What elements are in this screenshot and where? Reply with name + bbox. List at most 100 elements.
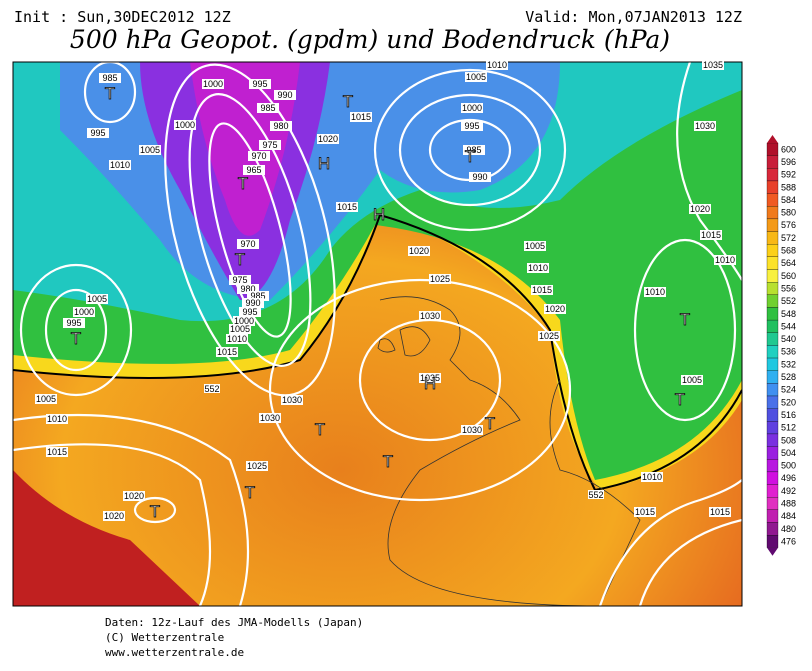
isobar-label: 1010 [227, 334, 247, 344]
isobar-label: 1020 [545, 304, 565, 314]
colorbar-swatch [766, 446, 779, 460]
isobar-label-bg [544, 304, 566, 314]
colorbar-label: 584 [781, 195, 796, 205]
isobar-label: 1005 [230, 324, 250, 334]
colorbar-label: 484 [781, 511, 796, 521]
isobar-label-bg [249, 79, 271, 89]
isobar-label-bg [419, 373, 441, 383]
isobar-label-bg [63, 318, 85, 328]
isobar-label-bg [461, 425, 483, 435]
isobar-label: 990 [277, 90, 292, 100]
pressure-center: H [373, 205, 385, 224]
isobar-label: 1030 [695, 121, 715, 131]
isobar-label-bg [233, 316, 255, 326]
isobar-label: 1015 [710, 507, 730, 517]
isobar-label-bg [243, 165, 265, 175]
footer-line: Daten: 12z-Lauf des JMA-Modells (Japan) [105, 616, 363, 629]
pressure-center: T [465, 147, 475, 166]
isobar-label-bg [486, 60, 508, 70]
pressure-center: T [150, 502, 160, 521]
colorbar-cap [767, 547, 778, 556]
isobar-label: 1000 [462, 103, 482, 113]
isobar-label-bg [270, 121, 292, 131]
map-title: 500 hPa Geopot. (gpdm) und Bodendruck (h… [70, 25, 670, 54]
colorbar-swatch [766, 433, 779, 447]
pressure-center: T [105, 84, 115, 103]
colorbar-swatch [766, 357, 779, 371]
isobar-label-bg [123, 491, 145, 501]
colorbar-label: 544 [781, 321, 796, 331]
isobar-label-bg [644, 287, 666, 297]
isobar-label-bg [73, 307, 95, 317]
isobar-label: 1000 [234, 316, 254, 326]
isobar-label-bg [461, 121, 483, 131]
colorbar-swatch [766, 497, 779, 511]
isobar-label: 1025 [247, 461, 267, 471]
colorbar-swatch [766, 459, 779, 473]
colorbar-swatch [766, 168, 779, 182]
isobar-label-bg [103, 511, 125, 521]
isobar-label-bg [700, 230, 722, 240]
colorbar-label: 504 [781, 448, 796, 458]
isobar-label-bg [429, 274, 451, 284]
isobar-label-bg [109, 160, 131, 170]
colorbar-swatch [766, 395, 779, 409]
isobar-label: 1005 [525, 241, 545, 251]
colorbar-label: 588 [781, 182, 796, 192]
isobar-label-bg [531, 285, 553, 295]
colorbar-label: 576 [781, 220, 796, 230]
pressure-center: T [235, 250, 245, 269]
isobar-label: 1025 [430, 274, 450, 284]
colorbar-swatch [766, 408, 779, 422]
isobar-label: 995 [90, 128, 105, 138]
colorbar-swatch [766, 269, 779, 283]
isobar-label: 990 [245, 298, 260, 308]
isobar-label: 1020 [104, 511, 124, 521]
isobar-label-bg [46, 414, 68, 424]
colorbar-label: 512 [781, 423, 796, 433]
isobar-label-bg [239, 307, 261, 317]
colorbar-swatch [766, 509, 779, 523]
isobar-label: 1005 [36, 394, 56, 404]
isobar-label: 985 [102, 73, 117, 83]
footer-line: www.wetterzentrale.de [105, 646, 244, 659]
isobar-label: 1015 [351, 112, 371, 122]
colorbar-swatch [766, 421, 779, 435]
colorbar-swatch [766, 522, 779, 536]
isobar-label-bg [202, 79, 224, 89]
colorbar-swatch [766, 471, 779, 485]
isobar-label: 995 [242, 307, 257, 317]
colorbar-cap [767, 135, 778, 143]
isobar-label: 1020 [409, 246, 429, 256]
isobar-label: 1030 [420, 311, 440, 321]
pressure-center: T [343, 92, 353, 111]
isobar-label-bg [248, 151, 270, 161]
pressure-center: T [315, 420, 325, 439]
isobar-label-bg [247, 291, 269, 301]
isobar-label: 1020 [124, 491, 144, 501]
colorbar: 600 596 592 588 584 580 576 572 568 564 560 556 552 5… [766, 135, 796, 556]
colorbar-label: 552 [781, 296, 796, 306]
isobar-label: 985 [466, 145, 481, 155]
valid-time: Valid: Mon,07JAN2013 12Z [525, 8, 742, 26]
pressure-center: T [675, 390, 685, 409]
geopotential-label: 552 [588, 490, 603, 500]
isobar-label-bg [246, 461, 268, 471]
geopotential-label-bg [204, 384, 220, 393]
isobar-label: 1010 [47, 414, 67, 424]
colorbar-swatch [766, 193, 779, 207]
isobar-label-bg [216, 347, 238, 357]
isobar-label: 1005 [87, 294, 107, 304]
isobar-label: 975 [262, 140, 277, 150]
pressure-center: T [383, 452, 393, 471]
colorbar-swatch [766, 383, 779, 397]
colorbar-label: 488 [781, 499, 796, 509]
colorbar-label: 556 [781, 283, 796, 293]
pressure-center: T [71, 329, 81, 348]
isobar-label-bg [229, 275, 251, 285]
colorbar-label: 508 [781, 435, 796, 445]
colorbar-swatch [766, 206, 779, 220]
isobar-label: 985 [250, 291, 265, 301]
colorbar-label: 524 [781, 385, 796, 395]
